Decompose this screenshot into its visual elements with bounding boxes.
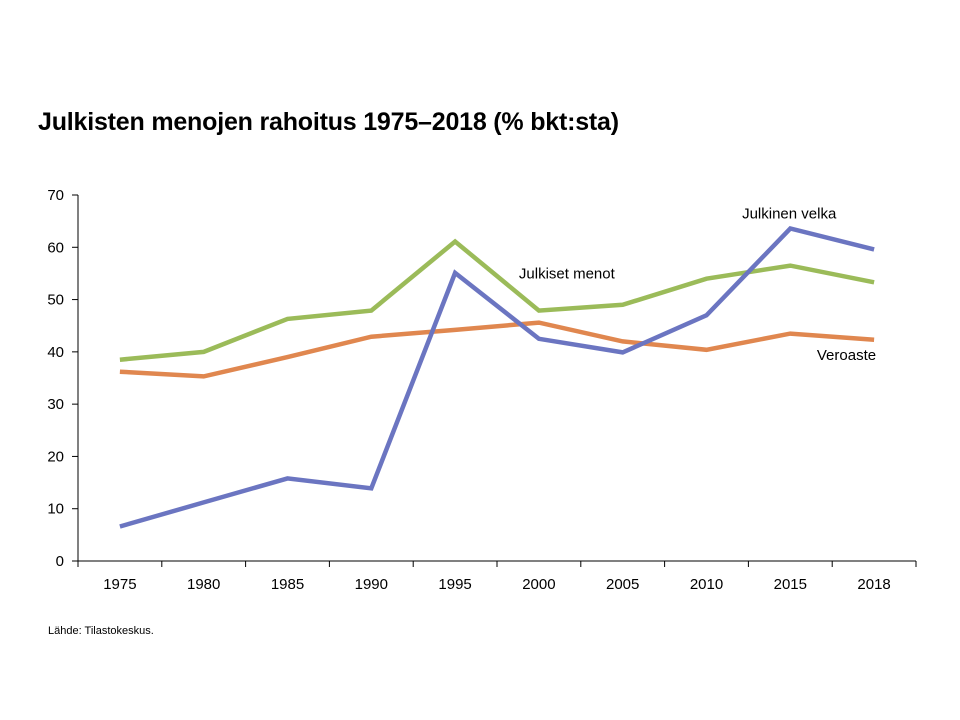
x-tick-label: 1985: [271, 576, 304, 593]
series-line-veroaste: [119, 320, 875, 379]
chart-series-labels: Julkiset menot Veroaste Julkinen velka: [519, 205, 876, 363]
y-tick-label: 30: [47, 396, 64, 413]
series-label-veroaste: Veroaste: [817, 347, 876, 364]
x-tick-label: 1975: [103, 576, 136, 593]
x-tick-label: 1990: [355, 576, 388, 593]
x-tick-label: 1995: [438, 576, 471, 593]
x-tick-label: 2000: [522, 576, 555, 593]
series-line-julkinen-velka: [119, 226, 875, 529]
x-tick-label: 2010: [690, 576, 723, 593]
y-tick-label: 70: [47, 187, 64, 204]
y-tick-label: 0: [56, 553, 64, 570]
y-tick-label: 10: [47, 501, 64, 518]
chart-axes: 0 10 20 30 40 50 60 70 1975 1980 1985 1990 1995 2000 2…: [47, 187, 917, 593]
chart-series-lines: [119, 226, 875, 529]
y-tick-label: 50: [47, 292, 64, 309]
chart-title: Julkisten menojen rahoitus 1975–2018 (% …: [38, 108, 619, 136]
x-tick-label: 2018: [857, 576, 890, 593]
series-label-julkiset-menot: Julkiset menot: [519, 266, 616, 283]
x-tick-label: 1980: [187, 576, 220, 593]
x-tick-label: 2005: [606, 576, 639, 593]
y-tick-label: 20: [47, 448, 64, 465]
series-label-julkinen-velka: Julkinen velka: [742, 205, 837, 222]
x-tick-label: 2015: [774, 576, 807, 593]
source-note: Lähde: Tilastokeskus.: [48, 625, 154, 637]
y-tick-label: 40: [47, 344, 64, 361]
y-tick-label: 60: [47, 239, 64, 256]
